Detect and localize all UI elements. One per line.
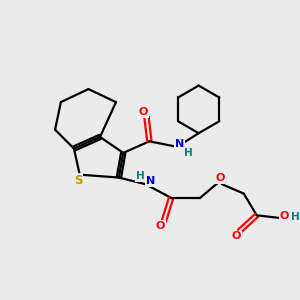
Text: O: O [280, 211, 289, 221]
Text: O: O [232, 232, 241, 242]
Text: S: S [74, 174, 82, 187]
Text: N: N [146, 176, 155, 186]
Text: N: N [175, 139, 184, 149]
Text: H: H [184, 148, 193, 158]
Text: O: O [138, 107, 148, 117]
Text: H: H [292, 212, 300, 222]
Text: O: O [156, 221, 165, 231]
Text: O: O [216, 173, 225, 183]
Text: H: H [136, 171, 145, 181]
